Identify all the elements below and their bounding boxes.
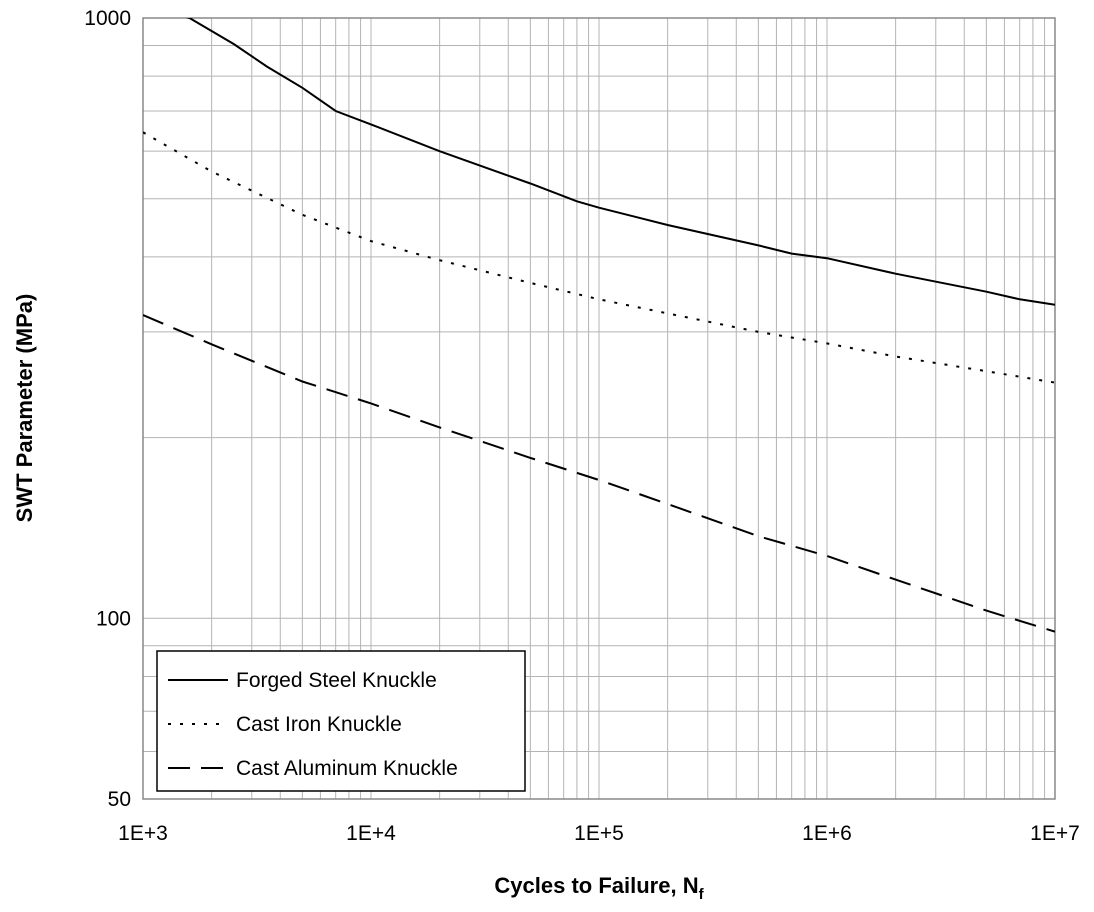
x-tick-label: 1E+3 — [118, 822, 168, 845]
series-line-3 — [143, 314, 1055, 633]
series-layer — [143, 18, 1055, 633]
x-tick-label: 1E+5 — [574, 822, 624, 845]
legend-label-3: Cast Aluminum Knuckle — [236, 757, 458, 780]
y-tick-label: 100 — [96, 607, 131, 630]
x-tick-label: 1E+4 — [346, 822, 396, 845]
y-tick-label: 50 — [108, 788, 131, 811]
y-axis-title: SWT Parameter (MPa) — [12, 294, 37, 523]
x-axis-title-subscript: f — [699, 886, 705, 903]
y-tick-label: 1000 — [84, 7, 131, 30]
x-axis-title: Cycles to Failure, Nf — [494, 873, 704, 903]
plot-frame — [142, 17, 1056, 800]
legend: Forged Steel Knuckle Cast Iron Knuckle Cas… — [156, 650, 526, 792]
legend-label-1: Forged Steel Knuckle — [236, 669, 437, 692]
series-line-1 — [185, 18, 1055, 306]
x-tick-label: 1E+6 — [802, 822, 852, 845]
x-tick-labels: 1E+3 1E+4 1E+5 1E+6 1E+7 — [118, 822, 1080, 845]
legend-label-2: Cast Iron Knuckle — [236, 713, 402, 736]
x-tick-label: 1E+7 — [1030, 822, 1080, 845]
y-tick-labels: 50 100 1000 — [84, 7, 131, 811]
